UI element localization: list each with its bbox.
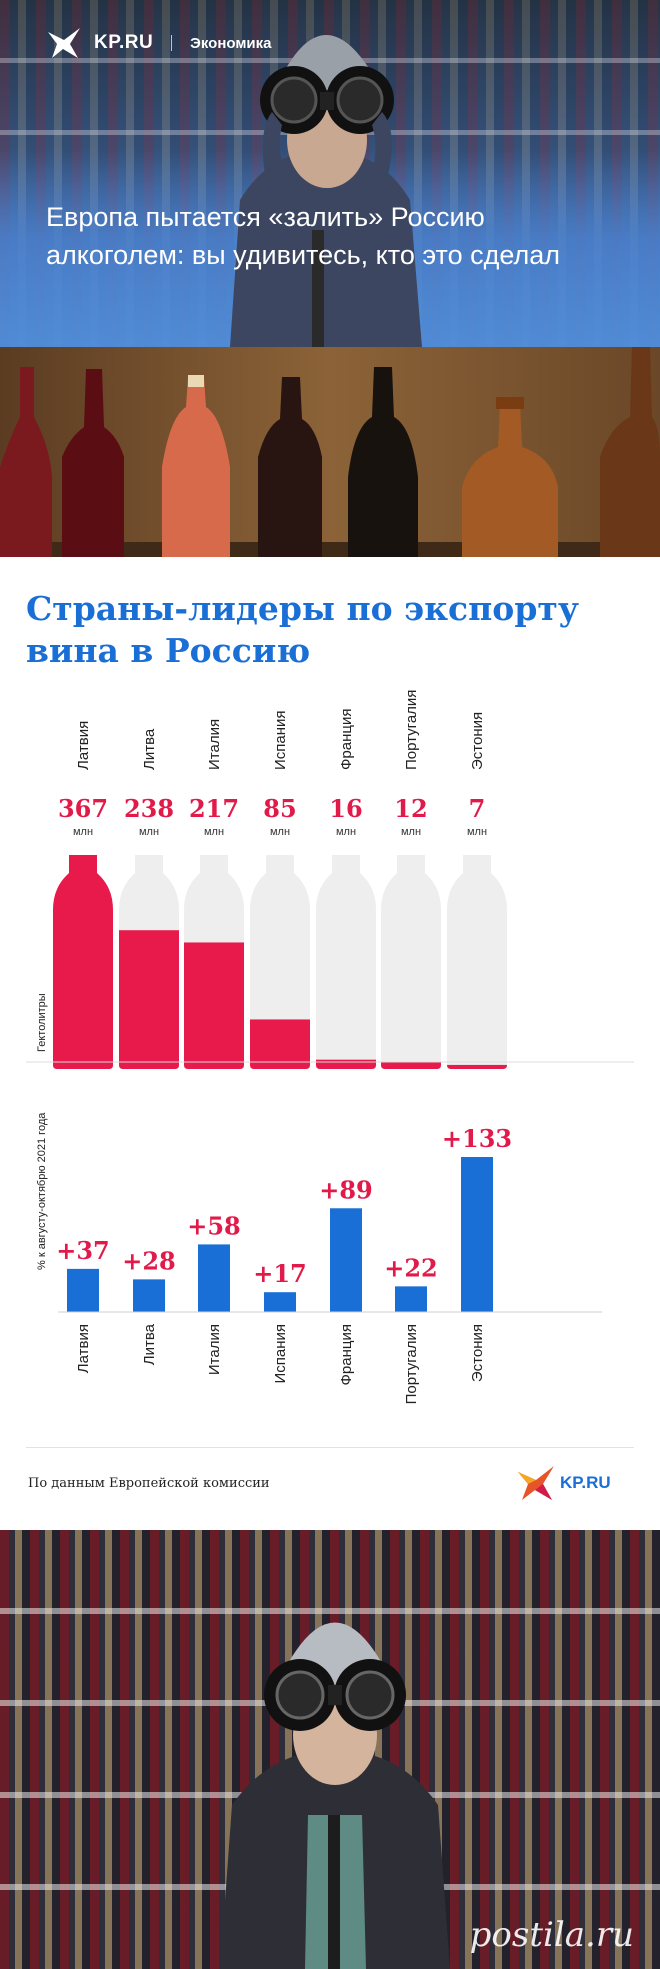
bottle-fill	[381, 1062, 441, 1069]
growth-label: +28	[122, 1246, 176, 1275]
unit-label: млн	[336, 826, 356, 838]
bottle-bar	[184, 855, 244, 1069]
category-label: Литва	[141, 1323, 158, 1365]
category-label: Италия	[206, 719, 223, 770]
bottle-empty	[381, 855, 441, 1069]
bottle-bar	[119, 855, 179, 1069]
value-label: 217	[189, 794, 239, 823]
bottle-fill	[119, 930, 179, 1069]
bottle-3	[162, 375, 230, 557]
person-with-binoculars-image	[230, 35, 422, 347]
category-label: Эстония	[469, 1324, 486, 1382]
category-label: Испания	[272, 1324, 289, 1384]
value-label: 16	[329, 794, 362, 823]
growth-bar	[330, 1208, 362, 1312]
bottle-fill	[250, 1019, 310, 1069]
bottle-fill	[316, 1059, 376, 1069]
y-axis-label: Гектолитры	[36, 993, 48, 1052]
value-label: 367	[58, 794, 108, 823]
watermark: postila.ru	[469, 1915, 634, 1955]
site-header: KP.RU Экономика	[46, 26, 272, 60]
bottle-bar	[250, 855, 310, 1069]
category-label: Латвия	[75, 721, 92, 770]
bottle-4	[258, 377, 322, 557]
bottle-fill	[53, 855, 113, 1069]
bottle-6	[462, 397, 558, 557]
y-axis-label: % к августу-октябрю 2021 года	[36, 1112, 48, 1270]
value-label: 12	[394, 794, 427, 823]
bottle-bar	[316, 855, 376, 1069]
growth-percent-chart: % к августу-октябрю 2021 года +37 +28 +58 +…	[36, 1112, 602, 1404]
bottle-2	[62, 369, 124, 557]
category-label: Эстония	[469, 712, 486, 770]
bottom-photo: postila.ru	[0, 1530, 660, 1969]
growth-label: +22	[384, 1253, 438, 1282]
bottles-illustration	[0, 347, 660, 557]
unit-label: млн	[270, 826, 290, 838]
bottles-banner	[0, 347, 660, 557]
growth-bar	[395, 1286, 427, 1312]
bottle-1	[0, 367, 52, 557]
value-label: 238	[124, 794, 174, 823]
wine-volume-chart: Латвия Литва Италия Испания Франция Португали…	[26, 690, 634, 1069]
bottle-fill	[184, 942, 244, 1069]
category-label: Литва	[141, 728, 158, 770]
bottle-fill	[447, 1064, 507, 1069]
growth-label: +37	[56, 1236, 110, 1265]
kp-logo-icon[interactable]	[46, 26, 82, 60]
footer-logo-text: KP.RU	[560, 1473, 611, 1492]
unit-label: млн	[467, 826, 487, 838]
source-note: По данным Европейской комиссии	[28, 1476, 270, 1491]
footer-divider	[26, 1447, 634, 1448]
footer-logo[interactable]: KP.RU	[516, 1464, 611, 1502]
header-separator	[171, 35, 173, 51]
headline: Европа пытается «залить» Россию алкоголе…	[46, 202, 561, 270]
hero-banner: KP.RU Экономика Европа пытается «залить»…	[0, 0, 660, 347]
growth-label: +58	[187, 1211, 241, 1240]
unit-label: млн	[401, 826, 421, 838]
growth-label: +17	[253, 1259, 307, 1288]
category-label: Португалия	[403, 690, 420, 770]
category-label: Франция	[338, 1324, 355, 1385]
chart-title: Страны-лидеры по экспорту вина в Россию	[26, 589, 579, 670]
person-with-binoculars-image	[220, 1622, 450, 1969]
growth-bar	[133, 1279, 165, 1312]
growth-label: +89	[319, 1175, 373, 1204]
unit-label: млн	[73, 826, 93, 838]
bottle-7	[600, 347, 660, 557]
bottle-bar	[53, 855, 113, 1069]
category-label: Латвия	[75, 1324, 92, 1373]
category-label: Испания	[272, 710, 289, 770]
shelf-line	[0, 1608, 660, 1614]
unit-label: млн	[204, 826, 224, 838]
category-label: Италия	[206, 1324, 223, 1375]
growth-label: +133	[442, 1124, 512, 1153]
bottle-empty	[447, 855, 507, 1069]
value-label: 7	[469, 794, 486, 823]
bottle-bar	[381, 855, 441, 1069]
bottle-5	[348, 367, 418, 557]
growth-bar	[461, 1157, 493, 1312]
growth-bar	[198, 1244, 230, 1312]
rubric-link[interactable]: Экономика	[190, 34, 272, 52]
value-label: 85	[263, 794, 296, 823]
bottle-bar	[447, 855, 507, 1069]
bottle-empty	[316, 855, 376, 1069]
unit-label: млн	[139, 826, 159, 838]
category-label: Франция	[338, 709, 355, 770]
kp-logo-icon	[518, 1466, 554, 1500]
growth-bar	[264, 1292, 296, 1312]
category-label: Португалия	[403, 1324, 420, 1404]
site-name[interactable]: KP.RU	[94, 32, 154, 53]
growth-bar	[67, 1268, 99, 1312]
